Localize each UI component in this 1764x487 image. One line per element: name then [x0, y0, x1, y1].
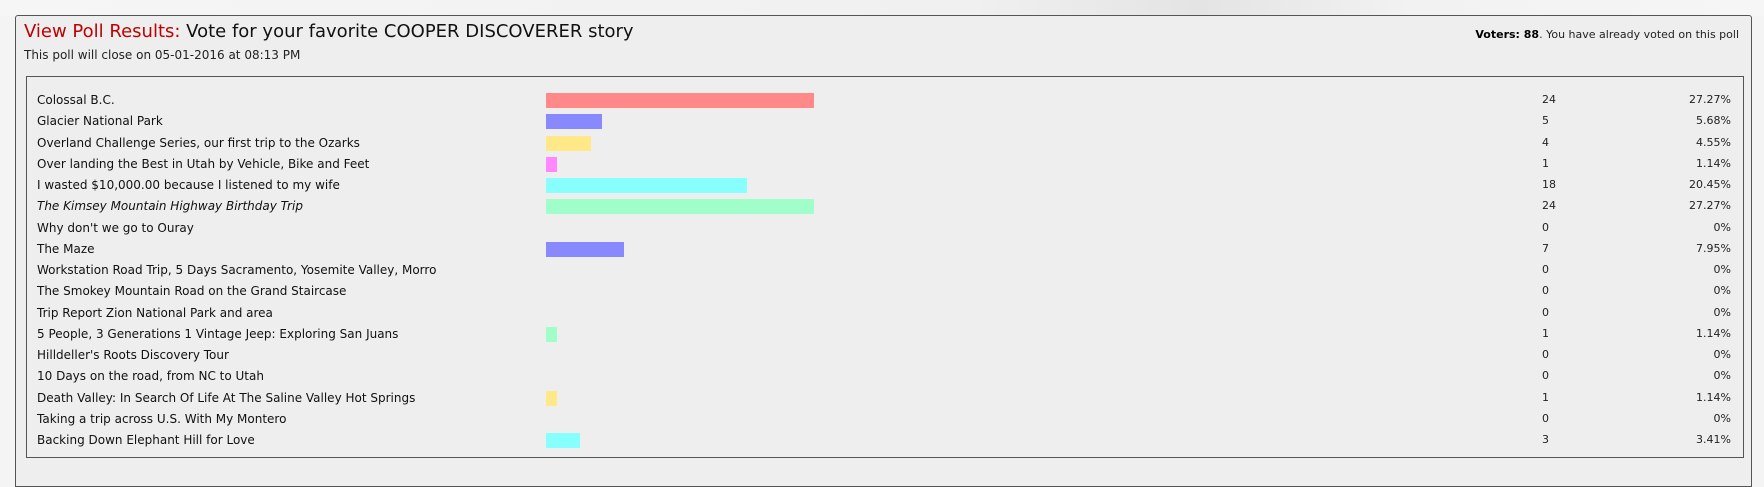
poll-option-row: Death Valley: In Search Of Life At The S…: [27, 388, 1743, 409]
option-votes: 0: [1542, 369, 1549, 383]
vote-bar: [546, 114, 602, 130]
option-votes: 18: [1542, 178, 1556, 191]
option-name: 5 People, 3 Generations 1 Vintage Jeep: …: [37, 326, 399, 341]
option-percent: 20.45%: [1689, 178, 1731, 191]
vote-bar: [546, 326, 557, 342]
option-votes: 24: [1542, 93, 1556, 106]
vote-bar: [546, 199, 814, 215]
poll-title-label: View Poll Results:: [24, 21, 181, 42]
option-name: I wasted $10,000.00 because I listened t…: [37, 178, 340, 192]
poll-option-row: Overland Challenge Series, our first tri…: [27, 133, 1743, 154]
results-table: Colossal B.C. 24 27.27% Glacier National Pa…: [26, 76, 1744, 458]
poll-option-row: Over landing the Best in Utah by Vehicle…: [27, 154, 1743, 175]
option-votes: 0: [1542, 411, 1549, 425]
option-percent: 27.27%: [1689, 199, 1731, 213]
option-percent: 0%: [1713, 369, 1731, 383]
option-name: Over landing the Best in Utah by Vehicle…: [37, 156, 370, 171]
option-percent: 0%: [1713, 411, 1731, 425]
option-votes: 24: [1542, 199, 1556, 213]
option-votes: 0: [1542, 220, 1549, 234]
vote-bar: [546, 135, 591, 151]
poll-option-row: Hilldeller's Roots Discovery Tour 0 0%: [27, 345, 1743, 366]
option-name: The Maze: [37, 241, 95, 256]
option-name: The Smokey Mountain Road on the Grand St…: [37, 284, 347, 299]
poll-option-row: Taking a trip across U.S. With My Monter…: [27, 409, 1743, 430]
option-percent: 0%: [1713, 305, 1731, 319]
option-percent: 4.55%: [1696, 135, 1731, 149]
option-percent: 0%: [1713, 263, 1731, 276]
option-votes: 7: [1542, 241, 1549, 255]
poll-option-row: Colossal B.C. 24 27.27%: [27, 90, 1743, 111]
poll-option-row: Why don't we go to Ouray 0 0%: [27, 218, 1743, 239]
poll-option-row: 5 People, 3 Generations 1 Vintage Jeep: …: [27, 324, 1743, 345]
option-votes: 0: [1542, 348, 1549, 361]
option-name: Backing Down Elephant Hill for Love: [37, 433, 255, 447]
poll-option-row: The Maze 7 7.95%: [27, 239, 1743, 260]
option-votes: 1: [1542, 390, 1549, 404]
voted-note: . You have already voted on this poll: [1539, 28, 1739, 41]
option-name: The Kimsey Mountain Highway Birthday Tri…: [37, 199, 303, 214]
option-name: Glacier National Park: [37, 114, 163, 129]
poll-option-row: 10 Days on the road, from NC to Utah 0 0%: [27, 366, 1743, 387]
option-votes: 0: [1542, 263, 1549, 276]
poll-option-row: The Kimsey Mountain Highway Birthday Tri…: [27, 196, 1743, 217]
option-votes: 1: [1542, 326, 1549, 340]
option-name: 10 Days on the road, from NC to Utah: [37, 369, 264, 384]
option-name: Hilldeller's Roots Discovery Tour: [37, 348, 229, 362]
poll-option-row: Glacier National Park 5 5.68%: [27, 111, 1743, 132]
option-percent: 0%: [1713, 284, 1731, 298]
option-votes: 3: [1542, 433, 1549, 446]
option-name: Why don't we go to Ouray: [37, 220, 194, 235]
option-votes: 4: [1542, 135, 1549, 149]
option-percent: 0%: [1713, 220, 1731, 234]
vote-bar: [546, 390, 557, 406]
vote-bar: [546, 93, 814, 108]
vote-bar: [546, 241, 624, 257]
option-votes: 0: [1542, 305, 1549, 319]
vote-bar: [546, 178, 747, 193]
option-name: Colossal B.C.: [37, 93, 115, 107]
option-votes: 0: [1542, 284, 1549, 298]
poll-title: View Poll Results: Vote for your favorit…: [24, 21, 634, 42]
poll-option-row: Trip Report Zion National Park and area 0…: [27, 303, 1743, 324]
option-votes: 5: [1542, 114, 1549, 128]
option-percent: 5.68%: [1696, 114, 1731, 128]
poll-option-row: Backing Down Elephant Hill for Love 3 3.41…: [27, 430, 1743, 451]
vote-bar: [546, 156, 557, 172]
background-banner: [0, 0, 1764, 16]
option-name: Taking a trip across U.S. With My Monter…: [37, 411, 287, 426]
vote-bar: [546, 433, 580, 448]
option-percent: 1.14%: [1696, 390, 1731, 404]
option-name: Death Valley: In Search Of Life At The S…: [37, 390, 416, 405]
option-name: Workstation Road Trip, 5 Days Sacramento…: [37, 263, 437, 277]
poll-results-panel: View Poll Results: Vote for your favorit…: [15, 15, 1752, 487]
option-percent: 0%: [1713, 348, 1731, 361]
option-percent: 7.95%: [1696, 241, 1731, 255]
poll-close-date: This poll will close on 05-01-2016 at 08…: [24, 48, 301, 62]
poll-option-row: Workstation Road Trip, 5 Days Sacramento…: [27, 260, 1743, 281]
poll-option-row: The Smokey Mountain Road on the Grand St…: [27, 281, 1743, 302]
option-percent: 27.27%: [1689, 93, 1731, 106]
voters-count: Voters: 88: [1475, 28, 1540, 41]
voters-info: Voters: 88. You have already voted on th…: [1475, 28, 1739, 41]
option-name: Trip Report Zion National Park and area: [37, 305, 273, 320]
poll-question: Vote for your favorite COOPER DISCOVERER…: [180, 21, 634, 42]
option-percent: 1.14%: [1696, 156, 1731, 170]
option-name: Overland Challenge Series, our first tri…: [37, 135, 360, 150]
option-percent: 3.41%: [1696, 433, 1731, 446]
poll-option-row: I wasted $10,000.00 because I listened t…: [27, 175, 1743, 196]
option-votes: 1: [1542, 156, 1549, 170]
option-percent: 1.14%: [1696, 326, 1731, 340]
